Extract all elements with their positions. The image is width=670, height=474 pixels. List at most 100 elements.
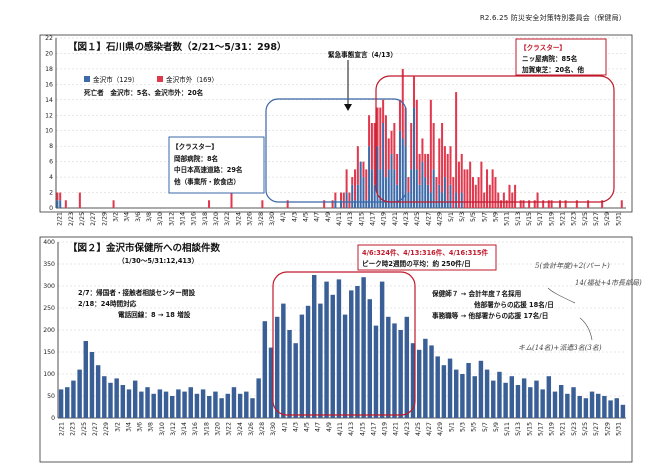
x-tick-label: 3/6: [137, 422, 144, 432]
cluster-right-box: [515, 38, 607, 76]
fig2-plot: 0 50 100 150 200 250 300 350 400 2/21 2/23 2/25 2/27…: [43, 239, 626, 436]
bar-series1: [577, 396, 582, 418]
bar-series2: [497, 192, 500, 208]
bar-series1: [330, 294, 335, 418]
bar-series1: [342, 314, 348, 418]
x-tick-label: 2/25: [81, 422, 88, 436]
bar-series2: [393, 123, 396, 170]
bar-series2: [410, 123, 413, 170]
bar-series1: [359, 161, 362, 208]
y-tick-label: 350: [43, 261, 55, 268]
x-tick-label: 4/3: [293, 422, 300, 432]
bar-series2: [424, 153, 427, 178]
bar-series2: [519, 200, 522, 208]
x-tick-label: 3/24: [235, 212, 242, 226]
x-tick-label: 5/7: [481, 212, 488, 222]
x-tick-label: 3/18: [202, 212, 209, 226]
handwritten-note1: 5(会計年度)+2(パート): [535, 262, 610, 270]
bar-series1: [589, 391, 595, 418]
document-header: R2.6.25 防災安全対策特別委員会（保健局）: [479, 14, 626, 22]
x-tick-label: 3/20: [215, 422, 222, 436]
y-tick-label: 0: [51, 415, 55, 422]
bar-series2: [550, 200, 553, 208]
handwritten-note3: キム(14名)+派遣3名(3名): [518, 344, 602, 352]
bar-series1: [71, 380, 76, 418]
bar-series1: [349, 290, 354, 418]
x-tick-label: 4/29: [437, 212, 444, 226]
bar-series1: [89, 352, 95, 418]
bar-series1: [424, 177, 427, 208]
fig2-note1: 2/7：帰国者・接触者相談センター開設: [78, 288, 195, 297]
x-tick-label: 4/23: [403, 212, 410, 226]
y-tick-label: 2: [49, 190, 53, 197]
x-tick-label: 3/10: [157, 212, 164, 226]
bar-series1: [194, 393, 200, 418]
bar-series1: [367, 299, 373, 418]
x-tick-label: 3/22: [224, 212, 231, 226]
y-tick-label: 100: [43, 371, 55, 378]
x-tick-label: 3/6: [135, 212, 142, 222]
bar-series2: [511, 192, 514, 208]
x-tick-label: 5/21: [560, 212, 567, 226]
x-tick-label: 5/31: [615, 212, 622, 226]
cluster-left-line2: 中日本高速道路：29名: [174, 165, 243, 174]
x-tick-label: 4/21: [392, 212, 399, 226]
x-tick-label: 4/7: [314, 212, 321, 222]
bar-series2: [429, 99, 432, 193]
x-tick-label: 5/27: [593, 212, 600, 226]
x-tick-label: 4/11: [337, 422, 344, 436]
x-tick-label: 4/23: [404, 422, 411, 436]
bar-series1: [268, 347, 274, 418]
bar-series1: [429, 192, 432, 208]
cluster-left-line1: 岡部病院：8名: [174, 154, 218, 163]
bar-series1: [373, 325, 379, 418]
bar-series1: [95, 365, 101, 418]
bar-series1: [382, 123, 385, 208]
handwritten-note2: 14(福祉+4市長部局): [575, 279, 642, 287]
bar-series1: [336, 279, 342, 418]
x-tick-label: 3/2: [114, 422, 121, 432]
bar-series1: [412, 107, 416, 208]
bar-series1: [432, 169, 435, 208]
bar-series1: [443, 177, 446, 208]
x-tick-label: 5/7: [482, 422, 489, 432]
bar-series2: [446, 153, 449, 201]
bar-series2: [564, 200, 567, 208]
bar-series1: [398, 130, 401, 208]
x-tick-label: 5/13: [515, 212, 522, 226]
bar-series1: [354, 200, 357, 208]
bar-series1: [447, 358, 453, 418]
bar-series2: [601, 200, 604, 208]
y-tick-label: 300: [43, 283, 55, 290]
bar-series2: [483, 192, 486, 208]
bar-series1: [384, 177, 387, 208]
x-tick-label: 4/21: [393, 422, 400, 436]
x-tick-label: 4/3: [291, 212, 298, 222]
bar-series2: [339, 192, 343, 201]
x-tick-label: 4/15: [358, 212, 365, 226]
bar-series2: [547, 200, 550, 208]
bar-series1: [528, 387, 533, 418]
bar-series1: [373, 184, 376, 208]
bar-series1: [65, 387, 70, 418]
y-tick-label: 22: [45, 35, 53, 42]
bar-series1: [416, 349, 422, 418]
x-tick-label: 3/16: [191, 212, 198, 226]
y-tick-label: 250: [43, 305, 55, 312]
fig1-plot: 0 2 4 6 8 10 12 14 16 18 20 22 2/21 2/23 2/25 2/27 2/29 3…: [45, 35, 626, 226]
peak-line1: 4/6:324件、4/13:316件、4/16:315件: [362, 248, 489, 257]
x-tick-label: 3/20: [213, 212, 220, 226]
x-tick-label: 2/27: [90, 212, 97, 226]
cluster-left-box: [168, 136, 265, 194]
bar-series2: [331, 200, 334, 208]
bar-series1: [151, 393, 156, 418]
bar-series1: [410, 169, 413, 208]
x-tick-label: 4/5: [304, 422, 311, 432]
bar-series1: [423, 338, 428, 418]
x-tick-label: 5/25: [582, 212, 589, 226]
bar-series1: [244, 391, 249, 418]
bar-series1: [455, 192, 458, 208]
x-tick-label: 5/1: [448, 422, 455, 432]
bar-series1: [114, 378, 119, 418]
x-tick-label: 5/15: [526, 212, 533, 226]
